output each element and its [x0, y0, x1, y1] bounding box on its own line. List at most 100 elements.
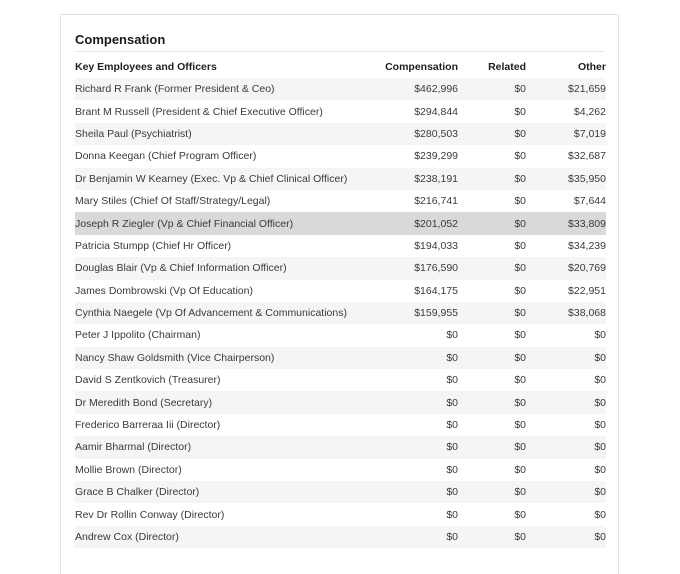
related-cell: $0: [458, 279, 526, 302]
table-row: Dr Meredith Bond (Secretary) $0 $0 $0: [75, 391, 606, 414]
other-cell: $33,809: [526, 212, 606, 235]
name-cell: Patricia Stumpp (Chief Hr Officer): [75, 234, 368, 258]
table-row: James Dombrowski (Vp Of Education) $164,1…: [75, 279, 606, 302]
related-cell: $0: [458, 481, 526, 504]
table-row: Aamir Bharmal (Director) $0 $0 $0: [75, 436, 606, 459]
compensation-cell: $294,844: [368, 100, 458, 123]
name-cell: Mollie Brown (Director): [75, 458, 368, 482]
name-cell: Sheila Paul (Psychiatrist): [75, 122, 368, 146]
table-row: Douglas Blair (Vp & Chief Information Of…: [75, 257, 606, 280]
related-cell: $0: [458, 458, 526, 482]
other-cell: $0: [526, 436, 606, 459]
compensation-cell: $239,299: [368, 145, 458, 168]
name-cell: Andrew Cox (Director): [75, 525, 368, 549]
header-name: Key Employees and Officers: [75, 61, 217, 73]
table-row: Sheila Paul (Psychiatrist) $280,503 $0 $7,0…: [75, 122, 606, 146]
table-row: Dr Benjamin W Kearney (Exec. Vp & Chief …: [75, 167, 606, 190]
compensation-cell: $0: [368, 324, 458, 347]
compensation-cell: $164,175: [368, 279, 458, 302]
related-cell: $0: [458, 100, 526, 123]
name-cell: Nancy Shaw Goldsmith (Vice Chairperson): [75, 346, 368, 370]
related-cell: $0: [458, 301, 526, 325]
compensation-cell: $462,996: [368, 78, 458, 101]
related-cell: $0: [458, 167, 526, 190]
other-cell: $34,239: [526, 234, 606, 258]
compensation-cell: $201,052: [368, 212, 458, 235]
other-cell: $0: [526, 458, 606, 482]
compensation-cell: $238,191: [368, 167, 458, 190]
name-cell: Douglas Blair (Vp & Chief Information Of…: [75, 257, 368, 280]
compensation-cell: $0: [368, 391, 458, 414]
table-row: Patricia Stumpp (Chief Hr Officer) $194,0…: [75, 234, 606, 258]
related-cell: $0: [458, 234, 526, 258]
other-cell: $0: [526, 324, 606, 347]
other-cell: $0: [526, 346, 606, 370]
compensation-cell: $176,590: [368, 257, 458, 280]
table-row: Mary Stiles (Chief Of Staff/Strategy/Leg…: [75, 189, 606, 213]
section-title: Compensation: [75, 32, 166, 47]
name-cell: Cynthia Naegele (Vp Of Advancement & Com…: [75, 301, 368, 325]
related-cell: $0: [458, 525, 526, 549]
related-cell: $0: [458, 212, 526, 235]
table-row: Joseph R Ziegler (Vp & Chief Financial O…: [75, 212, 606, 235]
related-cell: $0: [458, 503, 526, 526]
related-cell: $0: [458, 324, 526, 347]
related-cell: $0: [458, 145, 526, 168]
compensation-cell: $0: [368, 503, 458, 526]
name-cell: Richard R Frank (Former President & Ceo): [75, 78, 368, 101]
other-cell: $7,019: [526, 122, 606, 146]
table-row: Nancy Shaw Goldsmith (Vice Chairperson) $…: [75, 346, 606, 370]
related-cell: $0: [458, 189, 526, 213]
related-cell: $0: [458, 369, 526, 392]
table-row: Donna Keegan (Chief Program Officer) $239…: [75, 145, 606, 168]
name-cell: Donna Keegan (Chief Program Officer): [75, 145, 368, 168]
related-cell: $0: [458, 346, 526, 370]
table-row: Richard R Frank (Former President & Ceo)…: [75, 78, 606, 101]
table-header-row: Key Employees and Officers Compensation …: [75, 56, 606, 78]
name-cell: Peter J Ippolito (Chairman): [75, 324, 368, 347]
related-cell: $0: [458, 78, 526, 101]
related-cell: $0: [458, 391, 526, 414]
table-row: Mollie Brown (Director) $0 $0 $0: [75, 458, 606, 482]
other-cell: $22,951: [526, 279, 606, 302]
compensation-table: Key Employees and Officers Compensation …: [75, 56, 606, 549]
table-row: Cynthia Naegele (Vp Of Advancement & Com…: [75, 301, 606, 325]
other-cell: $7,644: [526, 189, 606, 213]
other-cell: $0: [526, 391, 606, 414]
table-row: Grace B Chalker (Director) $0 $0 $0: [75, 481, 606, 504]
name-cell: Rev Dr Rollin Conway (Director): [75, 503, 368, 526]
other-cell: $32,687: [526, 145, 606, 168]
table-row: Andrew Cox (Director) $0 $0 $0: [75, 525, 606, 549]
compensation-cell: $0: [368, 458, 458, 482]
other-cell: $21,659: [526, 78, 606, 101]
header-related: Related: [488, 61, 526, 73]
name-cell: Aamir Bharmal (Director): [75, 436, 368, 459]
name-cell: Grace B Chalker (Director): [75, 481, 368, 504]
table-row: Frederico Barreraa Iii (Director) $0 $0 $0: [75, 413, 606, 437]
name-cell: Dr Benjamin W Kearney (Exec. Vp & Chief …: [75, 167, 368, 190]
other-cell: $20,769: [526, 257, 606, 280]
table-row: Brant M Russell (President & Chief Execu…: [75, 100, 606, 123]
other-cell: $35,950: [526, 167, 606, 190]
table-row: David S Zentkovich (Treasurer) $0 $0 $0: [75, 369, 606, 392]
name-cell: Dr Meredith Bond (Secretary): [75, 391, 368, 414]
other-cell: $0: [526, 369, 606, 392]
related-cell: $0: [458, 413, 526, 437]
compensation-cell: $0: [368, 525, 458, 549]
other-cell: $0: [526, 525, 606, 549]
name-cell: Joseph R Ziegler (Vp & Chief Financial O…: [75, 212, 368, 235]
table-row: Peter J Ippolito (Chairman) $0 $0 $0: [75, 324, 606, 347]
compensation-cell: $280,503: [368, 122, 458, 146]
name-cell: Brant M Russell (President & Chief Execu…: [75, 100, 368, 123]
related-cell: $0: [458, 122, 526, 146]
related-cell: $0: [458, 436, 526, 459]
other-cell: $0: [526, 481, 606, 504]
other-cell: $38,068: [526, 301, 606, 325]
header-other: Other: [577, 61, 606, 73]
compensation-cell: $159,955: [368, 301, 458, 325]
compensation-cell: $0: [368, 346, 458, 370]
compensation-cell: $0: [368, 436, 458, 459]
header-compensation: Compensation: [385, 61, 458, 73]
compensation-cell: $194,033: [368, 234, 458, 258]
name-cell: Mary Stiles (Chief Of Staff/Strategy/Leg…: [75, 189, 368, 213]
